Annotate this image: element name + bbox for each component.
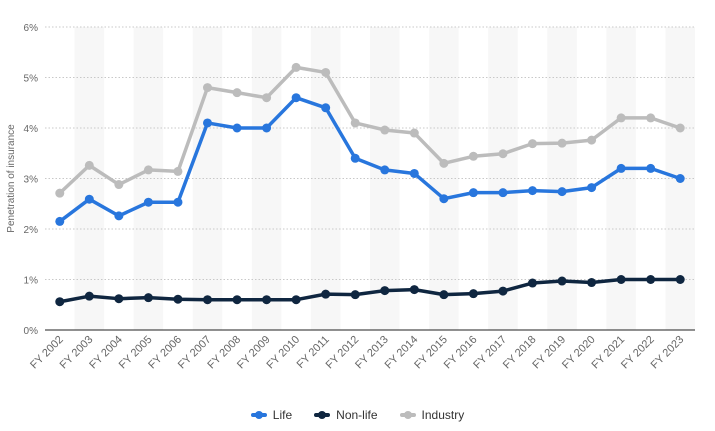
series-line (58, 95, 681, 223)
data-point (528, 186, 537, 196)
data-point (646, 275, 656, 284)
data-point (468, 289, 478, 299)
x-tick-label: FY 2010 (265, 334, 303, 372)
y-tick-label: 1% (24, 276, 39, 287)
y-tick-label: 4% (24, 124, 39, 135)
data-point (409, 128, 419, 138)
data-point (143, 165, 153, 175)
column-band (74, 27, 105, 330)
y-tick-label: 3% (24, 175, 39, 186)
data-point (203, 83, 212, 93)
y-axis-label: Penetration of insurance (6, 124, 17, 233)
data-point (173, 166, 183, 176)
data-point (557, 138, 567, 148)
data-point (262, 123, 272, 133)
data-point (232, 88, 242, 98)
data-point (409, 285, 419, 295)
data-point (232, 123, 242, 133)
y-tick-label: 5% (24, 74, 39, 85)
series-line (59, 277, 681, 304)
data-point (55, 188, 65, 198)
data-point (498, 188, 508, 198)
data-point (262, 93, 272, 103)
data-point (675, 123, 685, 133)
data-point (675, 275, 685, 284)
data-point (173, 197, 183, 207)
y-tick-label: 2% (24, 225, 39, 236)
data-point (262, 295, 272, 305)
data-point (173, 294, 183, 304)
series-industry (55, 62, 685, 198)
data-point (557, 187, 567, 197)
data-point (291, 93, 301, 103)
data-point (616, 275, 626, 284)
data-point (232, 295, 242, 305)
y-tick-label: 0% (24, 326, 39, 337)
data-point (84, 194, 94, 204)
data-point (498, 149, 508, 159)
data-point (646, 113, 656, 123)
data-point (143, 197, 153, 207)
column-band (133, 27, 164, 330)
legend-item-industry[interactable]: Industry (399, 408, 465, 422)
series-life (55, 93, 685, 226)
x-tick-label: FY 2023 (649, 334, 687, 372)
legend-swatch (250, 411, 267, 419)
data-point (114, 211, 124, 221)
data-point (84, 160, 94, 170)
data-point (380, 125, 390, 135)
data-point (439, 290, 449, 300)
data-point (350, 290, 360, 300)
y-tick-label: 6% (24, 23, 39, 34)
data-point (528, 278, 537, 288)
data-point (587, 278, 597, 288)
data-point (528, 139, 537, 149)
data-point (587, 135, 597, 145)
data-point (321, 289, 331, 299)
data-point (557, 276, 567, 286)
data-point (203, 118, 212, 128)
series-non-life (55, 275, 685, 307)
column-band (488, 27, 518, 330)
data-point (675, 174, 685, 183)
legend: Life Non-life Industry (0, 408, 715, 422)
data-point (439, 194, 449, 204)
data-point (498, 286, 508, 296)
data-point (55, 297, 65, 307)
column-band (606, 27, 636, 330)
data-point (468, 188, 478, 198)
data-point (114, 180, 124, 190)
data-point (321, 103, 331, 113)
legend-label: Industry (421, 408, 465, 422)
data-point (439, 158, 449, 168)
data-point (587, 183, 597, 193)
data-point (143, 293, 153, 303)
data-point (350, 153, 360, 163)
legend-swatch (314, 411, 331, 419)
data-point (291, 295, 301, 305)
legend-label: Life (272, 408, 293, 422)
series-line (58, 65, 681, 195)
data-point (321, 67, 331, 77)
data-point (55, 216, 65, 226)
data-point (203, 295, 212, 305)
data-point (84, 291, 94, 301)
legend-item-life[interactable]: Life (250, 408, 293, 422)
data-point (468, 151, 478, 161)
data-point (409, 168, 419, 178)
legend-label: Non-life (336, 408, 378, 422)
data-point (291, 62, 301, 72)
legend-item-non-life[interactable]: Non-life (314, 408, 378, 422)
data-point (646, 163, 656, 173)
data-point (350, 118, 360, 128)
data-point (380, 165, 390, 175)
data-point (616, 163, 626, 173)
data-point (114, 294, 124, 304)
data-point (616, 113, 626, 123)
legend-swatch (399, 411, 416, 419)
data-point (380, 286, 390, 296)
